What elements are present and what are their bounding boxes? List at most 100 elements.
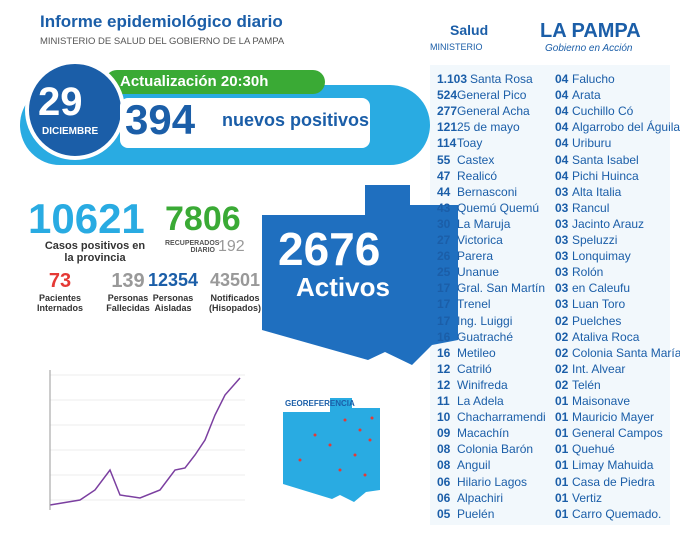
locality-count: 01 [555,426,569,441]
new-count: 394 [125,96,196,143]
locality-name: Toay [457,136,483,151]
locality-name: Algarrobo del Águila [572,120,680,135]
locality-count: 25 [437,265,451,280]
locality-name: Pichi Huinca [572,168,639,183]
locality-count: 44 [437,184,451,199]
locality-name: Cuchillo Có [572,104,634,119]
locality-count: 16 [437,329,451,344]
locality-count: 121 [437,120,458,135]
locality-name: Alta Italia [572,184,622,199]
locality-name: Puelén [457,506,495,521]
small-value: 73 [48,270,72,292]
locality-name: Chacharramendi [457,410,546,425]
locality-name: en Caleufu [572,281,631,296]
locality-name: Lonquimay [572,249,631,264]
locality-name: Santa Rosa [470,72,533,86]
locality-count: 11 [437,394,450,408]
update-bar [105,70,325,94]
locality-name: Puelches [572,313,622,328]
locality-count: 04 [555,152,569,167]
locality-count: 30 [437,216,451,231]
locality-name: Ing. Luiggi [457,313,513,328]
province-map [262,185,458,365]
locality-name: Int. Alvear [572,361,626,376]
logo-ministerio: MINISTERIO [430,42,483,52]
locality-count: 01 [555,410,569,425]
logo-province: LA PAMPA [540,20,641,42]
small-value: 139 [111,270,145,292]
locality-count: 04 [555,72,569,86]
recovered-daily: 192 [218,238,245,255]
locality-name: Arata [572,88,601,103]
locality-name: La Maruja [457,216,511,231]
locality-name: Alpachiri [457,490,504,505]
locality-name: Rolón [572,265,604,280]
locality-count: 1.103 [437,72,468,86]
locality-name: Colonia Barón [457,442,534,457]
locality-count: 55 [437,152,451,167]
locality-name: General Acha [457,104,530,119]
locality-count: 01 [555,490,569,505]
locality-count: 04 [555,104,569,119]
recovered-label: RECUPERADOS DIARIO [165,240,220,254]
locality-count: 03 [555,216,569,231]
locality-count: 02 [555,345,569,360]
new-label: nuevos positivos [222,110,370,130]
locality-name: Speluzzi [572,233,618,247]
active-label: Activos [296,272,390,302]
locality-count: 02 [555,361,569,376]
locality-name: Victorica [457,233,503,247]
locality-name: Quehué [572,442,615,457]
locality-name: Metileo [457,345,496,360]
locality-name: Ataliva Roca [572,329,640,344]
day: 29 [38,80,83,124]
locality-name: Limay Mahuida [572,458,654,473]
update: Actualización 20:30h [120,73,269,90]
locality-name: Uriburu [572,136,612,151]
locality-count: 04 [555,168,569,183]
locality-name: Casa de Piedra [572,474,655,489]
locality-count: 03 [555,233,569,247]
locality-name: Gral. San Martín [457,281,546,296]
cases-curve [49,377,241,506]
locality-name: Bernasconi [457,184,518,199]
locality-name: Anguil [457,458,491,473]
locality-name: Trenel [457,297,491,312]
locality-count: 01 [555,506,569,521]
locality-name: Castex [457,152,495,167]
locality-name: La Adela [457,394,504,408]
chart-grid [50,374,245,501]
locality-name: Realicó [457,168,498,183]
subtitle: MINISTERIO DE SALUD DEL GOBIERNO DE LA P… [40,36,285,47]
locality-count: 12 [437,377,451,392]
locality-name: Guatraché [457,329,514,344]
locality-name: Parera [457,249,494,264]
locality-count: 02 [555,377,569,392]
locality-name: Mauricio Mayer [572,410,655,425]
locality-name: General Pico [457,88,527,103]
locality-count: 04 [555,136,569,151]
case-dots [298,416,374,477]
locality-name: Rancul [572,200,610,215]
locality-count: 08 [437,458,451,473]
locality-count: 01 [555,442,569,457]
locality-count: 04 [555,88,569,103]
locality-count: 26 [437,249,451,264]
locality-count: 17 [437,281,451,296]
locality-name: General Campos [572,426,663,441]
locality-count: 02 [555,329,569,344]
small-label: Pacientes Internados [36,293,83,313]
month: DICIEMBRE [42,126,99,137]
locality-name: Quemú Quemú [457,200,540,215]
locality-count: 17 [437,313,451,328]
locality-name: Unanue [457,265,500,280]
small-value: 43501 [209,270,261,290]
locality-count: 06 [437,490,451,505]
logo-salud: Salud [450,22,489,38]
locality-name: Vertiz [572,490,603,505]
locality-count: 47 [437,168,451,183]
locality-name: Falucho [572,72,615,86]
cases-label: Casos positivos en la provincia [44,240,146,264]
